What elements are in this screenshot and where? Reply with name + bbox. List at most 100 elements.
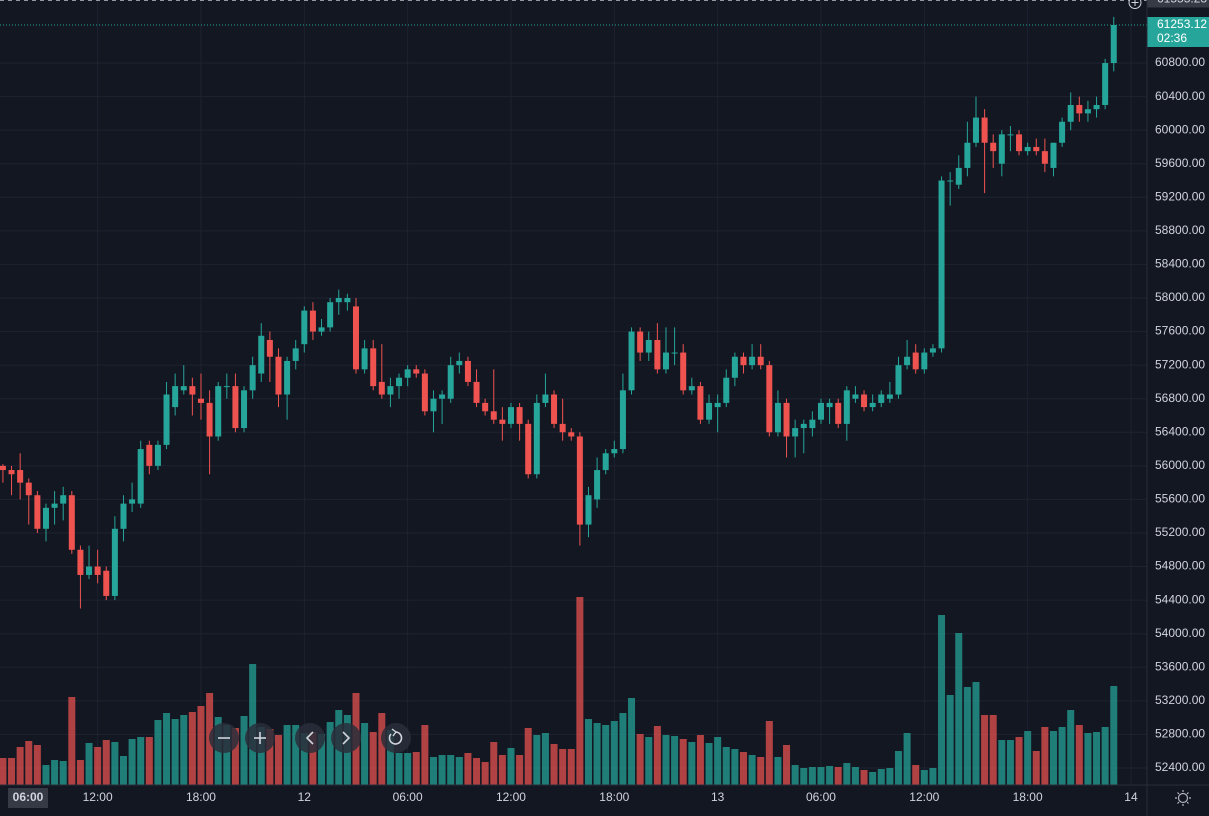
candle-body: [912, 352, 919, 370]
candle-body: [103, 570, 110, 596]
candle-body: [869, 402, 876, 408]
volume-bar: [739, 752, 747, 785]
volume-bar: [826, 766, 834, 785]
y-tick-label: 54800.00: [1155, 559, 1205, 573]
candle-body: [861, 394, 868, 408]
candle-body: [1007, 134, 1014, 136]
y-tick-label: 59200.00: [1155, 189, 1205, 203]
candle-body: [51, 503, 58, 508]
crosshair-time-box: [8, 788, 48, 808]
candle-body: [146, 444, 153, 466]
volume-bar: [0, 758, 7, 785]
candle-body: [878, 394, 885, 403]
candle-body: [533, 402, 540, 475]
candle-body: [344, 298, 351, 303]
candle-body: [197, 398, 204, 403]
volume-bar: [955, 633, 963, 785]
candle-body: [611, 449, 618, 454]
candle-body: [852, 394, 859, 399]
candle-body: [154, 444, 161, 466]
volume-bar: [860, 770, 868, 785]
volume-bar: [145, 737, 153, 785]
candle-body: [68, 495, 75, 550]
settings-button[interactable]: [1175, 790, 1191, 806]
volume-bar: [567, 749, 575, 785]
axes: 52400.00 52800.00 53200.00 53600.00 54000.00…: [8, 55, 1205, 808]
zoom-in-button[interactable]: [245, 723, 275, 753]
candle-body: [34, 495, 41, 529]
candle-body: [714, 402, 721, 408]
crosshair-price-label: 61555.23: [1157, 0, 1207, 6]
candle-body: [706, 402, 713, 420]
candle-body: [464, 360, 471, 382]
candle-body: [1050, 142, 1057, 168]
candle-body: [576, 436, 583, 525]
candle-body: [964, 142, 971, 168]
volume-bar: [748, 755, 756, 785]
candle-body: [594, 470, 601, 500]
candle-body: [955, 167, 962, 185]
scroll-right-button[interactable]: [331, 723, 361, 753]
volume-bar: [1084, 733, 1092, 785]
volume-bar: [516, 755, 524, 785]
volume-bar: [1093, 732, 1101, 785]
x-tick-label: 12:00: [496, 790, 526, 804]
candle-body: [94, 566, 101, 575]
candle-body: [8, 470, 15, 475]
candle-body: [284, 360, 291, 395]
y-tick-label: 52400.00: [1155, 760, 1205, 774]
candle-body: [0, 465, 6, 471]
volume-bar: [920, 770, 928, 785]
x-tick-label: 14: [1124, 790, 1138, 804]
volume-bar: [963, 687, 971, 785]
candle-body: [895, 365, 902, 395]
volume-bar: [438, 755, 446, 785]
volume-bar: [481, 762, 489, 785]
candle-body: [843, 390, 850, 424]
candle-body: [404, 369, 411, 378]
volume-bar: [266, 729, 274, 785]
volume-bar: [696, 735, 704, 785]
volume-bar: [464, 753, 472, 785]
candle-body: [551, 394, 558, 424]
candle-body: [671, 352, 678, 354]
candle-body: [292, 348, 299, 361]
candle-body: [998, 134, 1005, 164]
y-tick-label: 57200.00: [1155, 357, 1205, 371]
volume-bar: [76, 760, 84, 785]
volume-bar: [559, 749, 567, 785]
volume-bar: [808, 767, 816, 785]
candle-body: [559, 423, 566, 433]
y-tick-label: 58000.00: [1155, 290, 1205, 304]
volume-bar: [309, 732, 317, 785]
zoom-out-button[interactable]: [209, 723, 239, 753]
candle-body: [1059, 121, 1066, 143]
volume-bar: [498, 755, 506, 785]
reset-button[interactable]: [381, 723, 411, 753]
volume-bar: [223, 725, 231, 785]
volume-bar: [490, 742, 498, 785]
volume-bar: [119, 756, 127, 785]
volume-bar: [25, 741, 33, 785]
candle-body: [17, 470, 24, 483]
volume-bar: [722, 747, 730, 785]
y-tick-label: 56800.00: [1155, 391, 1205, 405]
volume-bar: [240, 716, 248, 785]
candle-body: [938, 180, 945, 349]
volume-bar: [877, 769, 885, 785]
volume-bar: [576, 597, 584, 785]
candle-body: [981, 117, 988, 143]
candle-body: [990, 142, 997, 152]
volume-bar: [1075, 725, 1083, 785]
volume-bar: [533, 735, 541, 785]
candle-body: [120, 503, 127, 529]
volume-bar: [1041, 727, 1049, 785]
candle-body: [206, 402, 213, 437]
x-tick-label: 13: [711, 790, 725, 804]
candle-body: [482, 402, 489, 412]
candle-body: [352, 306, 359, 370]
scroll-left-button[interactable]: [295, 723, 325, 753]
y-tick-label: 55200.00: [1155, 525, 1205, 539]
volume-bar: [1049, 731, 1057, 785]
candle-body: [189, 386, 196, 395]
